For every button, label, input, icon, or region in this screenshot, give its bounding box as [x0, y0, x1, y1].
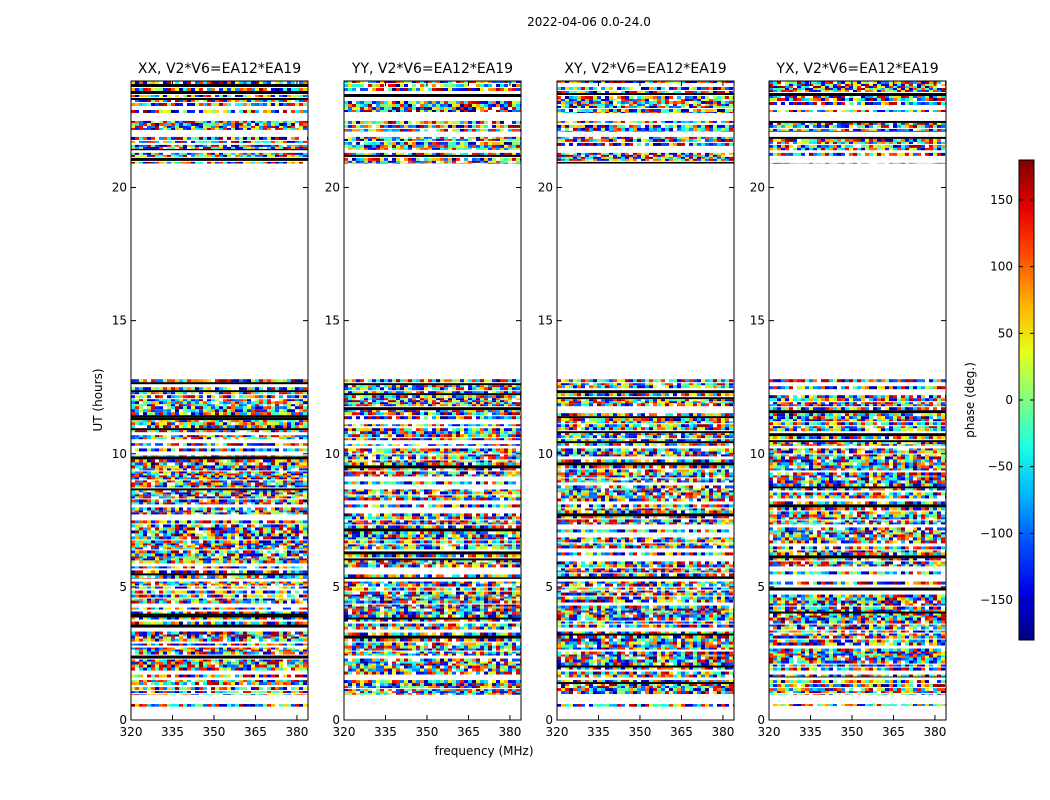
colorbar-tick-label: 0 — [1005, 393, 1013, 407]
x-tick-label: 335 — [161, 725, 184, 739]
y-tick-label: 0 — [119, 713, 127, 727]
x-tick-label: 335 — [799, 725, 822, 739]
x-tick-label: 320 — [758, 725, 781, 739]
panels: XX, V2*V6=EA12*EA19 320 335 350 365 380 0 5 10 15… — [112, 61, 947, 739]
y-tick-label: 15 — [112, 314, 127, 328]
panel-xx: XX, V2*V6=EA12*EA19 320 335 350 365 380 0 5 10 15… — [112, 61, 309, 739]
x-tick-label: 365 — [244, 725, 267, 739]
y-tick-label: 0 — [757, 713, 765, 727]
y-tick-label: 10 — [325, 447, 340, 461]
y-tick-label: 5 — [545, 580, 553, 594]
plot-frame — [343, 80, 522, 721]
y-tick-label: 20 — [112, 181, 127, 195]
colorbar-tick-label: 100 — [990, 260, 1013, 274]
colorbar-tick-label: 50 — [998, 326, 1013, 340]
y-tick-label: 20 — [538, 181, 553, 195]
y-tick-label: 10 — [538, 447, 553, 461]
panel-title: YX, V2*V6=EA12*EA19 — [775, 61, 938, 77]
x-tick-label: 335 — [374, 725, 397, 739]
colorbar: −150 −100 −50 0 50 100 150 — [980, 159, 1035, 641]
panel-yy: YY, V2*V6=EA12*EA19 320 335 350 365 380 0 5 10 15… — [325, 61, 522, 739]
y-tick-label: 5 — [332, 580, 340, 594]
phase-image — [131, 81, 308, 720]
x-tick-label: 320 — [546, 725, 569, 739]
y-tick-label: 15 — [325, 314, 340, 328]
y-tick-label: 5 — [119, 580, 127, 594]
x-tick-label: 380 — [285, 725, 308, 739]
colorbar-tick-label: −150 — [980, 593, 1013, 607]
x-tick-label: 365 — [670, 725, 693, 739]
x-axis-label: frequency (MHz) — [434, 744, 533, 758]
panel-title: XY, V2*V6=EA12*EA19 — [564, 61, 726, 77]
y-tick-label: 20 — [325, 181, 340, 195]
panel-yx: YX, V2*V6=EA12*EA19 320 335 350 365 380 0 5 10 15… — [750, 61, 947, 739]
y-tick-label: 0 — [545, 713, 553, 727]
x-tick-label: 365 — [882, 725, 905, 739]
colorbar-tick-label: −50 — [988, 460, 1013, 474]
x-tick-label: 335 — [587, 725, 610, 739]
y-tick-label: 10 — [750, 447, 765, 461]
y-tick-label: 0 — [332, 713, 340, 727]
x-tick-label: 350 — [203, 725, 226, 739]
x-tick-label: 380 — [498, 725, 521, 739]
x-tick-label: 380 — [923, 725, 946, 739]
phase-image — [769, 81, 946, 720]
figure-suptitle: 2022-04-06 0.0-24.0 — [527, 15, 651, 29]
y-tick-label: 5 — [757, 580, 765, 594]
panel-title: XX, V2*V6=EA12*EA19 — [138, 61, 301, 77]
panel-title: YY, V2*V6=EA12*EA19 — [351, 61, 513, 77]
x-tick-label: 350 — [841, 725, 864, 739]
x-tick-label: 350 — [629, 725, 652, 739]
y-tick-label: 10 — [112, 447, 127, 461]
panel-xy: XY, V2*V6=EA12*EA19 320 335 350 365 380 0 5 10 15… — [538, 61, 735, 739]
x-tick-label: 365 — [457, 725, 480, 739]
plot-frame — [768, 80, 947, 721]
x-tick-label: 320 — [333, 725, 356, 739]
plot-frame — [130, 80, 309, 721]
x-tick-label: 380 — [711, 725, 734, 739]
x-tick-label: 350 — [416, 725, 439, 739]
colorbar-tick-label: −100 — [980, 526, 1013, 540]
colorbar-tick-label: 150 — [990, 193, 1013, 207]
colorbar-label: phase (deg.) — [963, 362, 977, 438]
phase-image — [557, 81, 734, 720]
y-tick-label: 15 — [750, 314, 765, 328]
y-axis-label: UT (hours) — [91, 368, 105, 431]
y-tick-label: 15 — [538, 314, 553, 328]
phase-image — [344, 81, 521, 720]
plot-frame — [556, 80, 735, 721]
x-tick-label: 320 — [120, 725, 143, 739]
y-tick-label: 20 — [750, 181, 765, 195]
